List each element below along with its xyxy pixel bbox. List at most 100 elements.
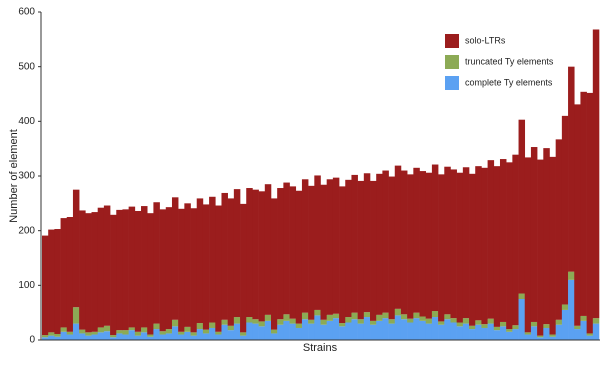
y-tick-label: 300 xyxy=(18,171,35,182)
bar-segment xyxy=(499,321,507,327)
bar-segment xyxy=(413,312,420,319)
bar-segment xyxy=(388,323,396,340)
bar-segment xyxy=(134,210,142,332)
bar-segment xyxy=(537,335,544,338)
bar-segment xyxy=(394,165,402,309)
y-tick-label: 600 xyxy=(18,7,35,18)
bar-segment xyxy=(394,315,402,340)
bar-segment xyxy=(270,198,278,330)
bar-segment xyxy=(159,334,167,340)
bar-segment xyxy=(400,314,408,320)
bar-segment xyxy=(493,330,501,340)
bar-segment xyxy=(48,332,55,336)
bar-segment xyxy=(320,319,327,325)
bar-segment xyxy=(339,326,346,340)
bar-segment xyxy=(388,319,396,324)
bar-segment xyxy=(382,170,389,313)
bar-segment xyxy=(506,329,513,332)
bar-segment xyxy=(289,323,297,340)
bar-segment xyxy=(425,318,433,324)
bar-segment xyxy=(518,293,526,299)
bar-segment xyxy=(357,319,365,324)
bar-segment xyxy=(450,318,457,323)
bar-segment xyxy=(537,159,544,336)
bar-segment xyxy=(506,331,513,340)
bar-segment xyxy=(462,323,470,340)
bar-segment xyxy=(209,196,216,323)
bar-segment xyxy=(487,160,495,319)
bar-segment xyxy=(586,333,594,336)
bar-segment xyxy=(301,312,309,320)
bar-segment xyxy=(407,318,414,323)
bar-segment xyxy=(116,209,123,331)
bar-segment xyxy=(574,325,581,330)
bar-segment xyxy=(258,321,266,327)
bar-segment xyxy=(165,207,173,330)
bar-segment xyxy=(54,336,61,340)
bar-segment xyxy=(178,331,185,335)
bar-segment xyxy=(543,324,550,328)
bar-segment xyxy=(209,327,216,340)
bar-segment xyxy=(326,314,334,321)
legend-label: complete Ty elements xyxy=(465,77,553,87)
bar-segment xyxy=(555,319,563,325)
y-tick-label: 200 xyxy=(18,225,35,236)
bar-segment xyxy=(419,320,427,340)
bar-segment xyxy=(110,214,117,336)
bar-segment xyxy=(431,311,439,318)
bar-segment xyxy=(357,180,365,320)
bar-segment xyxy=(153,329,160,340)
bar-segment xyxy=(506,162,513,330)
bar-segment xyxy=(221,324,228,340)
bar-segment xyxy=(159,209,167,332)
bar-segment xyxy=(147,334,154,337)
bar-segment xyxy=(370,180,377,321)
bar-segment xyxy=(240,203,247,333)
bar-segment xyxy=(60,331,68,340)
bar-segment xyxy=(438,321,445,325)
bar-segment xyxy=(295,190,303,324)
bar-segment xyxy=(475,324,482,340)
bar-segment xyxy=(462,318,470,324)
bar-segment xyxy=(351,174,358,313)
bar-segment xyxy=(326,179,334,315)
bar-segment xyxy=(351,319,358,340)
bar-segment xyxy=(530,147,538,322)
bar-segment xyxy=(295,323,303,328)
bar-segment xyxy=(444,166,451,315)
bar-segment xyxy=(252,323,259,340)
bar-segment xyxy=(419,171,427,317)
bar-segment xyxy=(209,322,216,328)
bar-segment xyxy=(407,322,414,340)
bar-segment xyxy=(97,327,105,333)
bar-segment xyxy=(431,317,439,340)
bar-segment xyxy=(580,320,587,340)
bar-segment xyxy=(190,208,198,333)
bar-segment xyxy=(568,66,575,272)
bar-segment xyxy=(141,327,148,333)
bar-segment xyxy=(586,92,594,334)
bar-segment xyxy=(283,314,290,321)
bar-segment xyxy=(141,206,148,328)
bar-segment xyxy=(555,139,563,320)
bar-segment xyxy=(370,320,377,325)
bar-segment xyxy=(141,332,148,340)
bar-segment xyxy=(128,327,136,331)
bar-segment xyxy=(301,179,309,313)
legend-swatch xyxy=(445,76,459,90)
bar-segment xyxy=(363,173,371,313)
bar-segment xyxy=(524,334,532,340)
bar-segment xyxy=(524,157,532,333)
bar-segment xyxy=(171,326,179,340)
bar-segment xyxy=(277,319,284,325)
bar-segment xyxy=(382,312,389,319)
bar-segment xyxy=(481,167,488,325)
bar-segment xyxy=(91,212,98,332)
bar-segment xyxy=(574,329,581,340)
bar-segment xyxy=(147,336,154,340)
bar-segment xyxy=(252,319,259,324)
bar-segment xyxy=(512,154,519,326)
bar-segment xyxy=(110,335,117,338)
bar-segment xyxy=(407,174,414,319)
bar-segment xyxy=(530,326,538,340)
